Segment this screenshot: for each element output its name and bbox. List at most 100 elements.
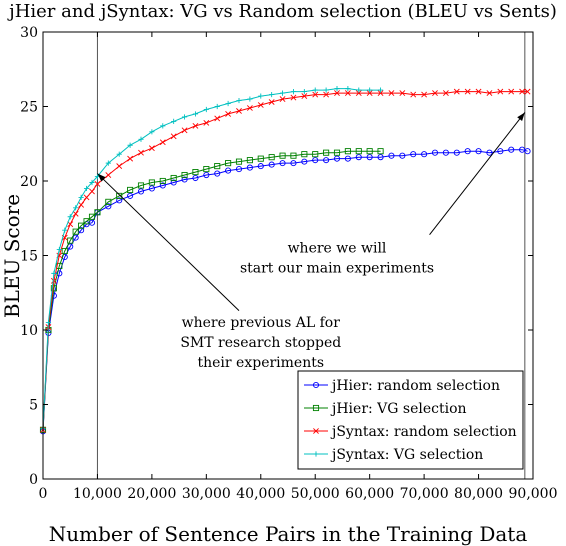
x-axis-label: Number of Sentence Pairs in the Training… bbox=[49, 522, 528, 546]
data-point bbox=[105, 172, 112, 178]
x-tick-label: 10,000 bbox=[73, 486, 122, 502]
annotation-1: where we will start our main experiments bbox=[240, 112, 526, 277]
annotation-text: their experiments bbox=[198, 355, 325, 371]
data-point bbox=[192, 169, 199, 176]
data-point bbox=[453, 149, 460, 156]
data-point bbox=[279, 160, 286, 167]
data-point bbox=[377, 87, 384, 93]
data-point bbox=[56, 246, 62, 253]
data-point bbox=[475, 148, 482, 155]
data-point bbox=[127, 186, 134, 193]
data-point bbox=[171, 118, 177, 124]
data-point bbox=[388, 152, 395, 159]
data-point bbox=[290, 160, 297, 167]
data-point bbox=[203, 166, 210, 173]
data-point bbox=[334, 86, 340, 92]
data-point bbox=[105, 160, 111, 166]
data-point bbox=[442, 90, 449, 97]
data-point bbox=[88, 213, 96, 220]
data-point bbox=[279, 96, 286, 102]
legend-entry-3: jSyntax: random selection bbox=[304, 424, 517, 440]
annotation-text: where previous AL for bbox=[182, 315, 341, 331]
data-point bbox=[301, 158, 308, 165]
data-point bbox=[214, 170, 221, 177]
legend-marker bbox=[312, 381, 320, 389]
y-axis-label: BLEU Score bbox=[0, 194, 24, 318]
data-point bbox=[464, 88, 471, 95]
legend-entry-4: jSyntax: VG selection bbox=[304, 447, 483, 463]
data-point bbox=[524, 88, 531, 95]
x-tick-label: 20,000 bbox=[127, 486, 176, 502]
data-point bbox=[432, 90, 438, 97]
data-point bbox=[94, 209, 101, 216]
data-point bbox=[508, 146, 515, 153]
data-point bbox=[475, 88, 482, 95]
data-point bbox=[333, 149, 341, 156]
data-point bbox=[148, 185, 155, 192]
data-point bbox=[388, 90, 395, 97]
annotation-arrow bbox=[97, 173, 240, 311]
data-point bbox=[399, 152, 406, 159]
data-point bbox=[312, 157, 319, 164]
data-point bbox=[116, 151, 122, 157]
data-point bbox=[312, 91, 319, 98]
legend-entry-1: jHier: random selection bbox=[304, 378, 500, 394]
data-point bbox=[192, 122, 199, 129]
data-point bbox=[410, 151, 417, 158]
data-point bbox=[138, 136, 144, 142]
data-point bbox=[355, 90, 362, 97]
legend-entry-2: jHier: VG selection bbox=[304, 401, 467, 417]
data-point bbox=[148, 179, 155, 186]
data-point bbox=[127, 142, 133, 148]
data-point bbox=[312, 151, 319, 158]
data-point bbox=[89, 188, 95, 195]
data-point bbox=[105, 203, 112, 210]
legend-marker bbox=[313, 451, 319, 457]
legend-box bbox=[297, 370, 524, 470]
data-point bbox=[377, 154, 384, 161]
y-tick-label: 20 bbox=[20, 174, 38, 190]
data-point bbox=[45, 319, 52, 326]
x-tick-label: 40,000 bbox=[236, 486, 285, 502]
series-2 bbox=[39, 148, 384, 433]
data-point bbox=[410, 91, 417, 98]
data-point bbox=[192, 174, 199, 182]
data-point bbox=[497, 88, 504, 95]
data-point bbox=[301, 93, 308, 99]
legend-label: jSyntax: random selection bbox=[330, 424, 517, 440]
data-point bbox=[83, 185, 90, 192]
data-point bbox=[247, 96, 253, 102]
data-point bbox=[137, 182, 145, 189]
data-point bbox=[257, 155, 264, 162]
data-point bbox=[421, 91, 428, 98]
data-point bbox=[148, 145, 155, 152]
data-point bbox=[366, 148, 373, 155]
data-point bbox=[268, 99, 275, 105]
x-tick-label: 70,000 bbox=[400, 486, 449, 502]
annotation-text: where we will bbox=[288, 241, 387, 257]
data-point bbox=[138, 149, 144, 156]
annotation-text: SMT research stopped bbox=[180, 335, 341, 351]
y-tick-label: 30 bbox=[20, 25, 38, 41]
x-tick-label: 80,000 bbox=[454, 486, 503, 502]
data-point bbox=[67, 221, 74, 228]
arrowhead bbox=[517, 112, 525, 122]
data-point bbox=[170, 179, 177, 186]
data-point bbox=[258, 93, 264, 99]
data-point bbox=[214, 163, 221, 170]
data-point bbox=[137, 188, 145, 195]
data-point bbox=[312, 87, 318, 93]
data-point bbox=[486, 90, 493, 97]
y-tick-label: 0 bbox=[29, 472, 38, 488]
data-point bbox=[442, 149, 449, 156]
data-point bbox=[203, 171, 210, 179]
data-point bbox=[203, 119, 210, 126]
data-point bbox=[214, 103, 220, 110]
data-point bbox=[279, 152, 286, 159]
data-point bbox=[61, 247, 68, 255]
data-point bbox=[235, 158, 243, 165]
data-point bbox=[355, 148, 362, 155]
data-point bbox=[399, 90, 406, 97]
